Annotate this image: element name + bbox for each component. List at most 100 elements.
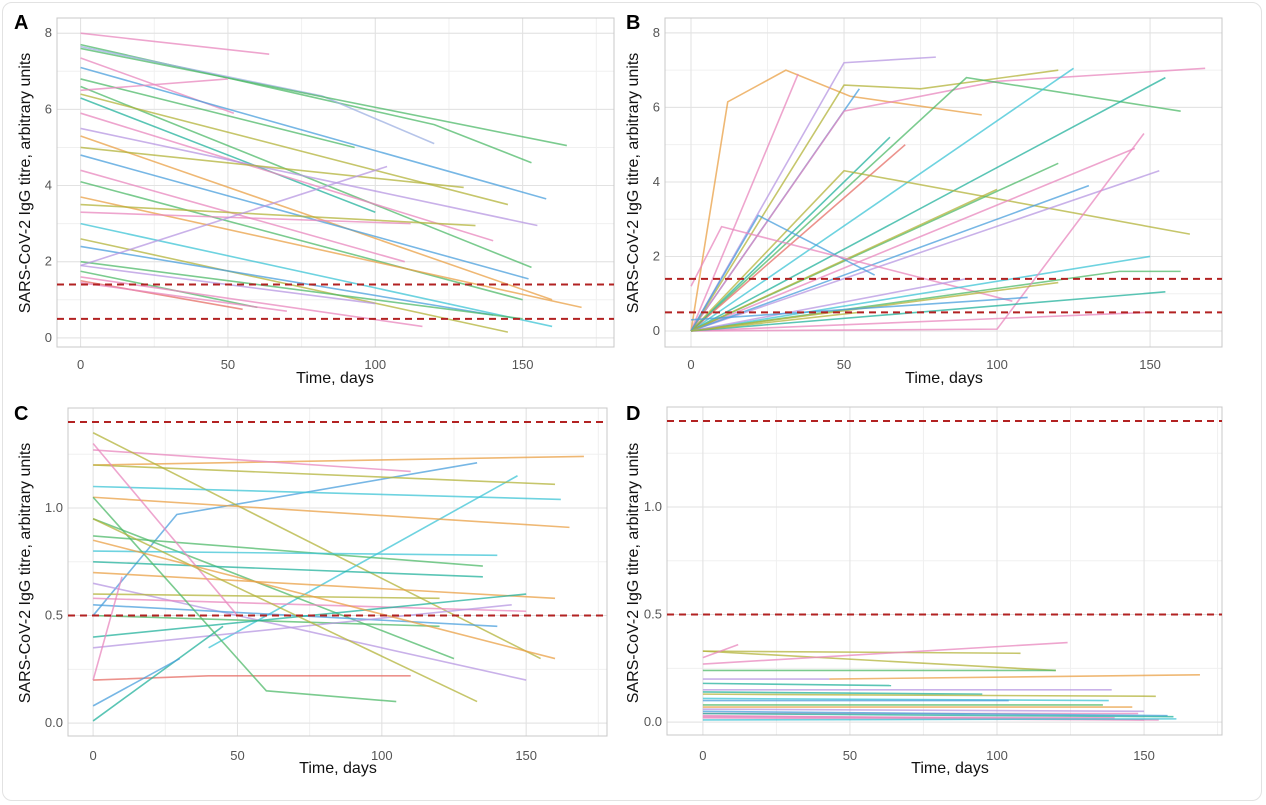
y-tick-label: 8: [45, 25, 52, 40]
series-line: [92, 432, 541, 660]
series-line: [93, 535, 483, 567]
series-line: [80, 180, 523, 301]
series-line: [93, 614, 440, 628]
panel-a: 0 50 100 150 0 2 4 6 8 A SARS-CoV-2 IgG titre, arb…: [14, 12, 615, 387]
series-line: [92, 582, 527, 681]
series-line: [80, 260, 523, 320]
series-line: [690, 56, 936, 332]
y-tick-label: 4: [653, 174, 660, 189]
series-line: [690, 147, 1136, 332]
x-axis-label: Time, days: [299, 760, 377, 777]
series-line: [690, 136, 891, 332]
series-line: [690, 255, 1151, 332]
x-tick-label: 100: [986, 748, 1008, 763]
series-line: [702, 693, 1156, 698]
series-line: [690, 69, 982, 332]
series-line: [92, 539, 556, 660]
panel-b: 0 50 100 150 0 2 4 6 8B SARS-CoV-2 IgG titre, arb…: [625, 12, 1223, 387]
y-tick-label: 0: [653, 323, 660, 338]
series-line: [690, 278, 967, 332]
plot-border: [67, 407, 608, 737]
series-line: [690, 225, 1013, 302]
x-tick-label: 50: [230, 748, 244, 763]
series-line: [80, 78, 355, 149]
y-tick-label: 4: [45, 178, 52, 193]
series-line: [93, 593, 440, 600]
panel-letter: C: [14, 403, 28, 425]
series-line: [702, 641, 1068, 665]
y-tick-label: 0: [45, 330, 52, 345]
plot-border: [666, 406, 1223, 736]
series-line: [80, 66, 547, 200]
y-tick-label: 1.0: [45, 500, 63, 515]
series-line: [93, 485, 561, 501]
series-line: [92, 518, 478, 703]
series-line: [80, 276, 423, 328]
series-line: [80, 32, 270, 55]
series-line: [80, 146, 464, 189]
series-line: [690, 311, 1151, 332]
series-group: [80, 32, 582, 333]
series-line: [80, 47, 568, 147]
series-line: [93, 571, 556, 600]
x-tick-label: 100: [371, 748, 393, 763]
x-tick-label: 50: [843, 748, 857, 763]
series-line: [702, 691, 983, 695]
series-line: [702, 697, 1109, 702]
series-line: [93, 604, 512, 649]
series-line: [702, 715, 1115, 719]
x-tick-label: 0: [77, 357, 84, 372]
y-tick-label: 6: [653, 99, 660, 114]
series-line: [690, 69, 1059, 332]
series-line: [702, 718, 1177, 721]
series-line: [690, 76, 1166, 332]
series-group: [702, 641, 1200, 721]
series-line: [92, 625, 224, 722]
series-line: [93, 455, 584, 466]
x-tick-label: 0: [89, 748, 96, 763]
series-line: [690, 67, 1075, 332]
series-line: [93, 674, 411, 681]
series-line: [702, 708, 1145, 713]
series-line: [80, 203, 476, 227]
series-line: [702, 682, 892, 687]
series-line: [690, 296, 1028, 321]
x-axis-label: Time, days: [296, 370, 374, 387]
x-axis-label: Time, days: [905, 370, 983, 387]
x-tick-label: 0: [699, 748, 706, 763]
panel-letter: B: [626, 12, 640, 34]
series-line: [691, 133, 1145, 332]
y-tick-label: 0.5: [644, 607, 662, 622]
series-line: [92, 442, 239, 617]
series-line: [93, 597, 527, 613]
series-line: [690, 291, 1166, 332]
series-line: [829, 673, 1200, 680]
panel-letter: D: [626, 403, 640, 425]
series-line: [702, 650, 1056, 672]
y-tick-label: 2: [45, 254, 52, 269]
series-line: [80, 78, 228, 92]
series-group: [690, 56, 1206, 332]
x-tick-label: 100: [364, 357, 386, 372]
series-line: [80, 93, 509, 206]
x-tick-label: 50: [837, 357, 851, 372]
series-line: [80, 135, 553, 301]
series-line: [80, 196, 582, 309]
series-line: [690, 311, 860, 332]
plot-border: [664, 17, 1223, 348]
x-tick-label: 150: [1139, 357, 1161, 372]
x-tick-label: 50: [221, 357, 235, 372]
y-axis-label: SARS-CoV-2 IgG titre, arbitrary units: [17, 443, 34, 704]
y-tick-label: 8: [653, 25, 660, 40]
panel-c: 0 50 100 150 0.0 0.5 1.0 C SARS-CoV-2 IgG titre,…: [14, 403, 608, 777]
series-line: [690, 184, 1090, 332]
series-line: [93, 496, 570, 529]
panel-d: 0 50 100 150 0.0 0.5 1.0 D SARS-CoV-2 IgG titre,…: [625, 403, 1223, 777]
x-tick-label: 0: [687, 357, 694, 372]
series-line: [92, 576, 123, 681]
series-line: [80, 238, 509, 333]
y-tick-label: 0.0: [644, 714, 662, 729]
x-tick-label: 150: [515, 748, 537, 763]
x-tick-label: 150: [512, 357, 534, 372]
